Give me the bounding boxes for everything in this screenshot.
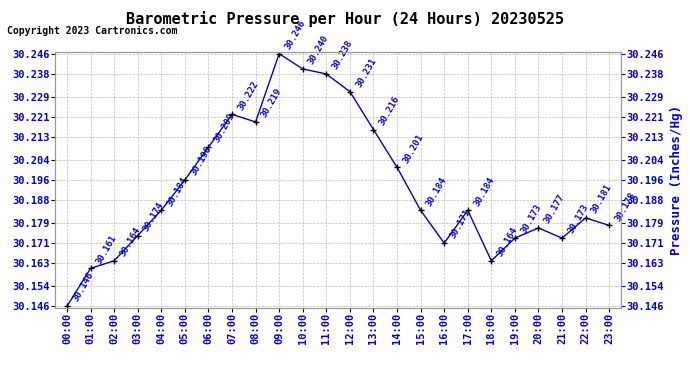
Text: 30.246: 30.246 <box>284 18 307 51</box>
Text: 30.161: 30.161 <box>95 233 119 266</box>
Text: 30.177: 30.177 <box>542 193 566 225</box>
Text: 30.238: 30.238 <box>331 39 355 71</box>
Text: 30.216: 30.216 <box>377 94 402 127</box>
Y-axis label: Pressure (Inches/Hg): Pressure (Inches/Hg) <box>669 105 682 255</box>
Text: 30.184: 30.184 <box>425 175 449 207</box>
Text: 30.231: 30.231 <box>354 56 378 89</box>
Text: 30.174: 30.174 <box>142 200 166 233</box>
Text: 30.178: 30.178 <box>613 190 638 223</box>
Text: 30.164: 30.164 <box>495 226 520 258</box>
Text: 30.173: 30.173 <box>519 203 543 235</box>
Text: 30.173: 30.173 <box>566 203 590 235</box>
Text: 30.240: 30.240 <box>307 34 331 66</box>
Text: 30.171: 30.171 <box>448 208 472 240</box>
Text: 30.181: 30.181 <box>590 183 613 215</box>
Text: 30.184: 30.184 <box>166 175 189 207</box>
Text: Barometric Pressure per Hour (24 Hours) 20230525: Barometric Pressure per Hour (24 Hours) … <box>126 11 564 27</box>
Text: 30.184: 30.184 <box>472 175 496 207</box>
Text: 30.201: 30.201 <box>401 132 425 165</box>
Text: Copyright 2023 Cartronics.com: Copyright 2023 Cartronics.com <box>7 26 177 36</box>
Text: 30.209: 30.209 <box>213 112 237 144</box>
Text: 30.219: 30.219 <box>259 87 284 119</box>
Text: 30.164: 30.164 <box>118 226 142 258</box>
Text: 30.146: 30.146 <box>71 271 95 303</box>
Text: 30.222: 30.222 <box>236 79 260 112</box>
Text: 30.196: 30.196 <box>189 145 213 177</box>
